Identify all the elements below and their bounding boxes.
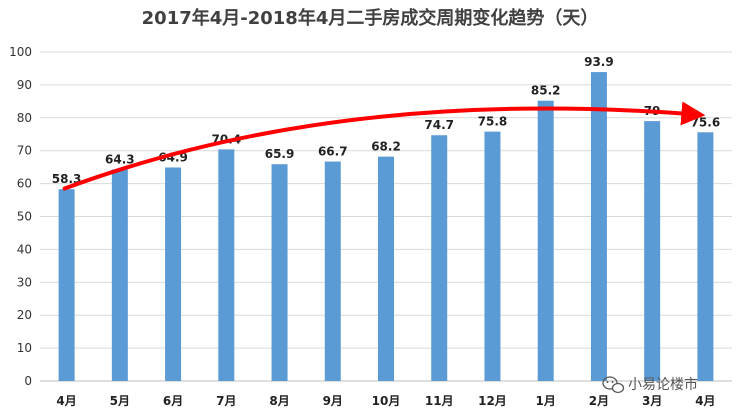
bar-2 [111,169,128,381]
data-labels: 58.364.3 64.970.465.9 66.7 68.274.7 75.885.2… [52,55,720,186]
bar-7 [378,156,394,381]
y-tick-label: 80 [17,111,32,125]
bar-3 [165,167,182,381]
x-tick-label: 12月 [478,394,507,408]
y-tick-label: 90 [17,78,32,92]
x-axis-ticks: 4月 5月 6月 7月 8月 9月 10月 11月 12月 1月 2月 3月 4月 [56,394,715,408]
bar-4 [218,149,235,381]
bar-5 [271,164,288,381]
chart-title: 2017年4月-2018年4月二手房成交周期变化趋势（天） [142,7,599,29]
bar-6 [324,161,341,381]
x-tick-label: 4月 [56,394,76,408]
y-tick-label: 60 [17,177,32,191]
x-tick-label: 3月 [642,394,662,408]
bars [58,72,714,381]
data-label: 65.9 [265,147,295,161]
x-tick-label: 9月 [323,394,343,408]
y-tick-label: 40 [17,242,32,256]
y-tick-label: 50 [17,210,32,224]
x-tick-label: 1月 [536,394,556,408]
bar-1 [58,189,75,381]
x-tick-label: 4月 [695,394,715,408]
wechat-icon [602,376,625,394]
x-tick-label: 8月 [269,394,289,408]
y-tick-label: 30 [17,275,32,289]
x-tick-label: 11月 [425,394,454,408]
y-tick-label: 100 [9,45,32,59]
y-tick-label: 0 [24,374,32,388]
bar-12 [644,121,661,381]
y-tick-label: 20 [17,308,32,322]
data-label: 85.2 [531,84,561,98]
x-tick-label: 6月 [163,394,183,408]
data-label: 75.8 [478,115,508,129]
x-tick-label: 5月 [110,394,130,408]
bar-13 [697,132,714,381]
bar-9 [484,131,501,381]
watermark-text: 小易论楼市 [628,376,698,393]
x-tick-label: 10月 [372,394,401,408]
y-tick-label: 70 [17,144,32,158]
trend-arrow [62,101,706,191]
bar-10 [537,100,554,381]
data-label: 74.7 [424,118,454,132]
bar-8 [431,135,448,381]
data-label: 68.2 [371,140,401,154]
data-label: 93.9 [584,55,614,69]
bar-11 [590,72,607,381]
data-label: 66.7 [318,145,348,159]
x-tick-label: 7月 [216,394,236,408]
data-label: 75.6 [691,115,721,129]
x-tick-label: 2月 [589,394,609,408]
y-axis-ticks: 0 10 20 30 40 50 60 70 80 90 100 [9,45,32,388]
data-label: 58.3 [52,172,82,186]
y-tick-label: 10 [17,341,32,355]
data-label: 64.3 [105,152,135,166]
trend-arrow-layer [62,101,706,191]
watermark: 小易论楼市 [602,376,698,394]
